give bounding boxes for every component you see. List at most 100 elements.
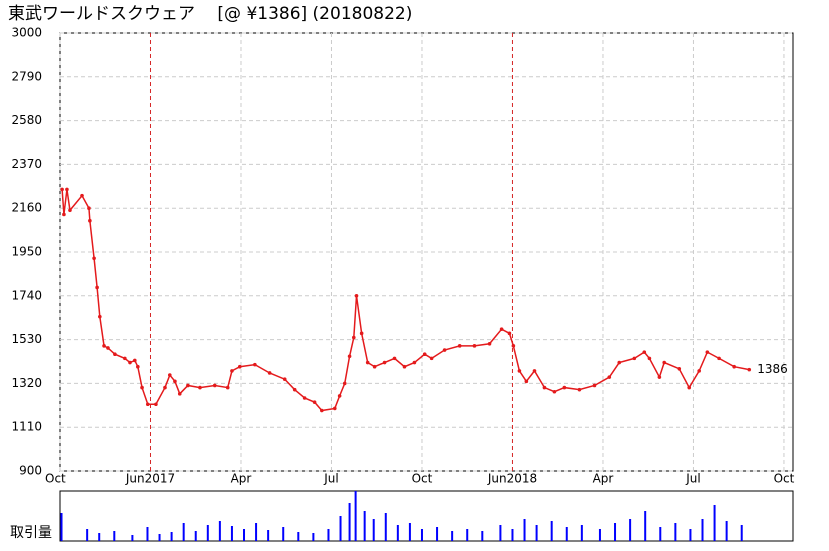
volume-bar (614, 523, 617, 541)
volume-bar (598, 529, 601, 541)
volume-bar (713, 505, 716, 541)
price-point (225, 385, 230, 390)
volume-bar (146, 527, 149, 541)
volume-bar (451, 531, 454, 541)
price-point (517, 369, 522, 373)
y-tick-label: 2790 (11, 69, 42, 83)
price-point (102, 344, 106, 348)
volume-bar (420, 529, 423, 541)
volume-bar (282, 527, 285, 541)
price-point (429, 356, 434, 361)
y-tick-label: 2370 (11, 157, 42, 171)
price-point (95, 285, 99, 290)
price-point (145, 402, 150, 407)
price-point (136, 364, 140, 369)
price-point (140, 385, 144, 390)
volume-bar (194, 531, 197, 541)
x-tick-label: Oct (412, 472, 433, 486)
price-point (697, 369, 701, 373)
price-point (113, 352, 117, 357)
volume-bar (312, 533, 315, 541)
volume-bar (363, 511, 366, 541)
price-point (87, 206, 91, 210)
volume-bar (354, 491, 357, 541)
price-point (422, 352, 427, 357)
volume-bar (218, 521, 221, 541)
x-tick-label: Oct (774, 472, 795, 486)
volume-bar (481, 531, 484, 541)
price-point (88, 218, 92, 223)
price-point (230, 369, 234, 373)
price-point (705, 350, 710, 354)
volume-bar (230, 526, 233, 541)
price-point (747, 367, 752, 372)
price-point (320, 408, 324, 413)
price-point (382, 360, 387, 365)
price-point (442, 348, 447, 352)
price-point (163, 385, 167, 390)
price-point (212, 383, 217, 388)
price-point (617, 360, 622, 365)
last-price-label: 1386 (757, 362, 788, 376)
volume-bar (629, 519, 632, 541)
price-line (61, 189, 750, 412)
price-point (92, 256, 96, 261)
price-point (577, 387, 582, 392)
volume-bar (740, 525, 743, 541)
volume-bar (131, 535, 134, 541)
volume-bar (535, 525, 538, 541)
x-tick-label: Jul (685, 472, 700, 486)
price-point (332, 406, 337, 411)
price-point (662, 360, 666, 365)
volume-bar (60, 513, 63, 541)
price-point (511, 344, 516, 348)
volume-bar (170, 532, 173, 541)
price-point (154, 402, 158, 407)
price-point (507, 331, 512, 336)
price-point (65, 187, 69, 192)
volume-bar (206, 525, 209, 541)
price-point (302, 396, 307, 400)
price-point (642, 350, 647, 354)
price-point (647, 356, 652, 361)
volume-bar (384, 513, 387, 541)
volume-bar (255, 523, 258, 541)
price-point (68, 208, 72, 213)
price-point (60, 187, 64, 192)
volume-bar (565, 527, 568, 541)
chart-title: 東武ワールドスクウェア [@ ¥1386] (20180822) (8, 4, 412, 24)
y-tick-label: 2160 (11, 201, 42, 215)
price-point (487, 341, 492, 346)
volume-bar (580, 525, 583, 541)
volume-bar (644, 511, 647, 541)
volume-bar (297, 532, 300, 541)
volume-bar (396, 525, 399, 541)
y-tick-label: 900 (19, 464, 42, 478)
y-tick-label: 1950 (11, 245, 42, 259)
volume-bar (339, 516, 342, 541)
price-point (524, 379, 529, 384)
volume-bar (327, 529, 330, 541)
volume-bar (659, 527, 662, 541)
price-point (592, 383, 597, 388)
volume-bar (701, 519, 704, 541)
volume-bar (523, 519, 526, 541)
price-point (354, 294, 359, 298)
x-tick-label: Jun2018 (487, 472, 537, 486)
price-point (186, 383, 190, 388)
price-point (347, 354, 352, 359)
price-point (173, 379, 177, 384)
price-point (177, 392, 182, 396)
y-tick-label: 2580 (11, 113, 42, 127)
volume-bar (348, 503, 351, 541)
price-point (359, 331, 364, 336)
price-point (532, 369, 537, 373)
volume-label: 取引量 (10, 525, 52, 541)
volume-bar (98, 533, 101, 541)
volume-bar (436, 527, 439, 541)
price-point (472, 344, 477, 348)
price-point (632, 356, 637, 361)
x-tick-label: Jun2017 (125, 472, 175, 486)
